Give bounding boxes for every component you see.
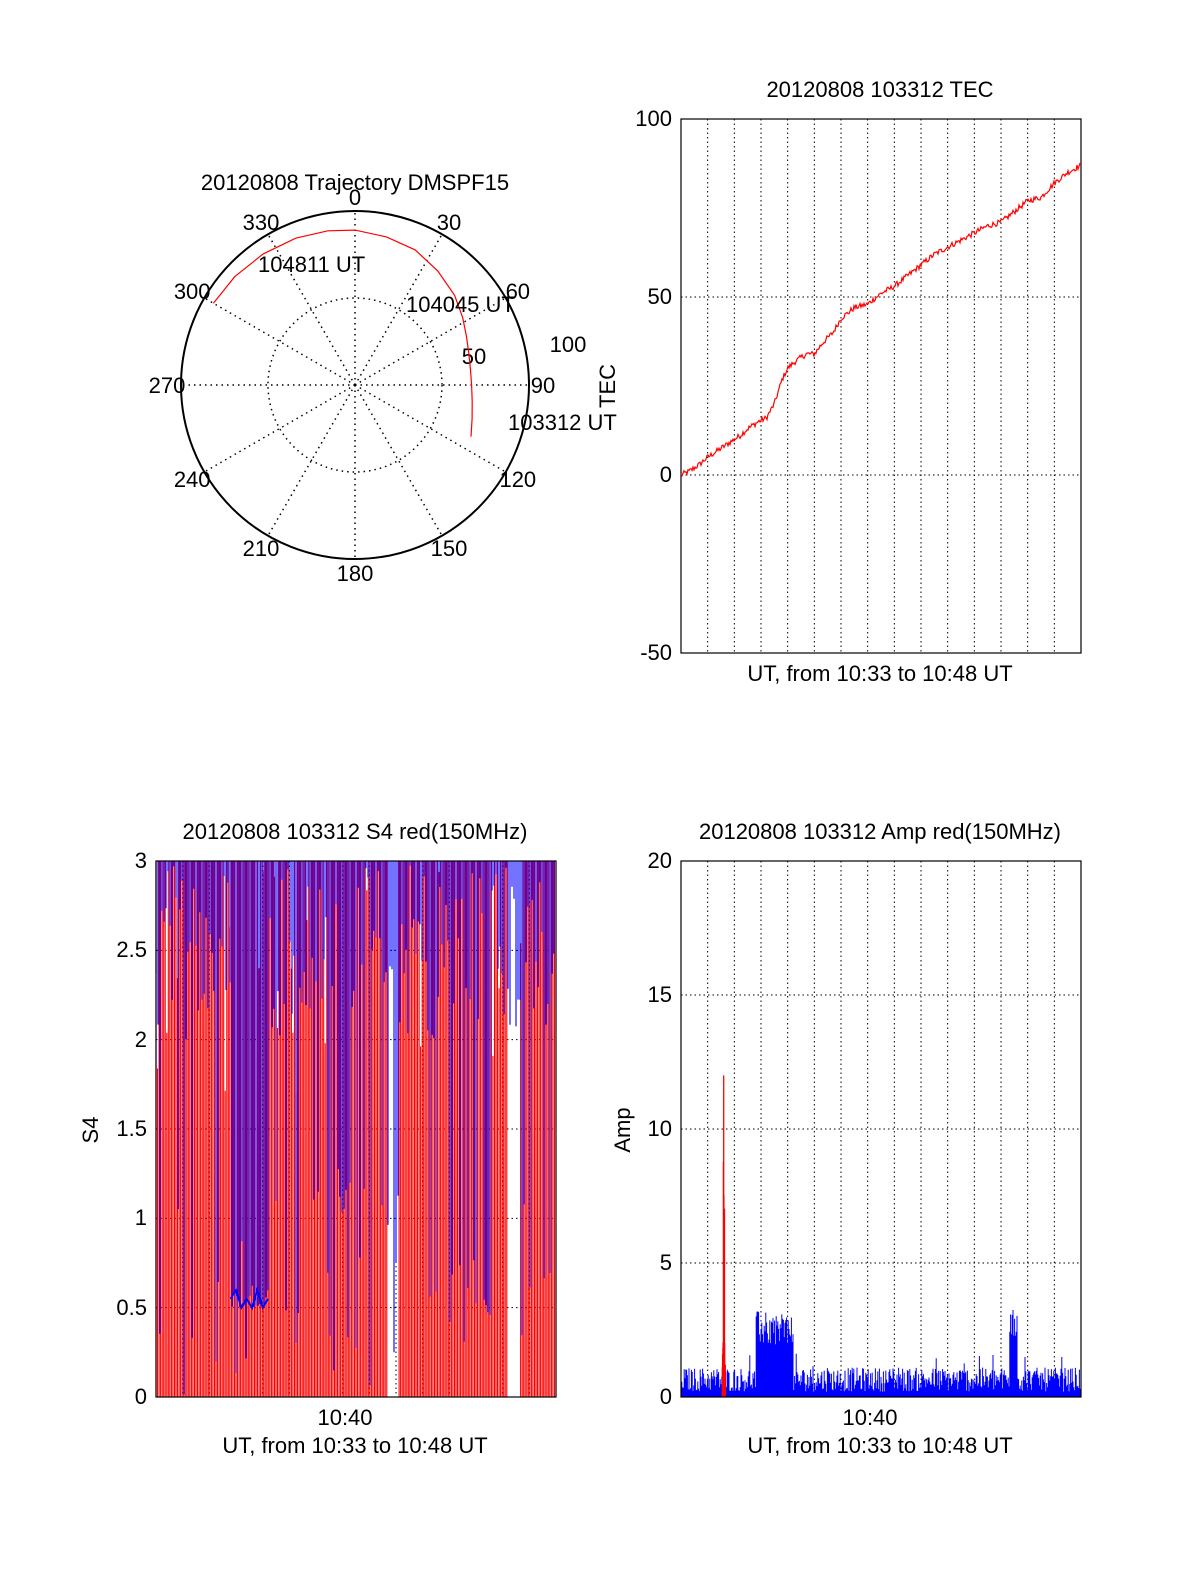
amp-ytick-20: 20 <box>648 848 672 873</box>
polar-spoke <box>203 384 356 473</box>
amp-ylabel: Amp <box>610 1107 635 1152</box>
trajectory-track <box>212 229 473 437</box>
polar-angle-tick: 120 <box>499 467 536 492</box>
s4-ytick-3: 3 <box>135 848 147 873</box>
polar-spoke <box>354 384 507 473</box>
tec-title: 20120808 103312 TEC <box>766 77 993 102</box>
s4-ylabel: S4 <box>78 1117 103 1144</box>
radial-tick-50: 50 <box>462 344 486 369</box>
polar-spoke <box>267 233 356 386</box>
amp-chart: 20120808 103312 Amp red(150MHz) 20 15 10… <box>610 819 1082 1458</box>
s4-ytick-2-5: 2.5 <box>116 937 147 962</box>
polar-angle-tick: 210 <box>243 536 280 561</box>
tec-ytick-minus50: -50 <box>640 640 672 665</box>
polar-inner-circle <box>267 297 443 473</box>
polar-angle-tick: 30 <box>437 210 461 235</box>
polar-spoke <box>267 384 356 537</box>
trajectory-label-mid: 104045 UT <box>406 292 515 317</box>
polar-angle-tick: 270 <box>149 373 186 398</box>
trajectory-label-end: 104811 UT <box>258 252 365 277</box>
amp-ytick-5: 5 <box>660 1250 672 1275</box>
s4-title: 20120808 103312 S4 red(150MHz) <box>183 819 528 844</box>
trajectory-label-start: 103312 UT <box>508 410 617 435</box>
polar-angle-ticks: 0 30 60 90 120 150 180 210 240 270 300 330 <box>149 185 556 586</box>
amp-data <box>680 1075 1081 1397</box>
trajectory-polar-plot: 20120808 Trajectory DMSPF15 0 30 60 90 120 15… <box>149 170 617 586</box>
polar-angle-tick: 90 <box>531 373 555 398</box>
tec-chart: 20120808 103312 TEC 100 50 0 -50 TEC UT,… <box>595 77 1082 686</box>
polar-spoke <box>203 297 356 386</box>
polar-angle-tick: 330 <box>243 210 280 235</box>
amp-title: 20120808 103312 Amp red(150MHz) <box>699 819 1061 844</box>
polar-angle-tick: 0 <box>349 185 361 210</box>
polar-angle-tick: 180 <box>337 561 374 586</box>
amp-frame <box>680 860 1082 1398</box>
amp-ytick-0: 0 <box>660 1384 672 1409</box>
s4-ytick-1-5: 1.5 <box>116 1116 147 1141</box>
tec-ytick-50: 50 <box>648 284 672 309</box>
polar-angle-tick: 300 <box>174 279 211 304</box>
s4-chart: 20120808 103312 S4 red(150MHz) 3 2.5 2 1… <box>78 819 557 1458</box>
polar-angle-tick: 60 <box>506 279 530 304</box>
amp-ytick-10: 10 <box>648 1116 672 1141</box>
tec-ytick-100: 100 <box>635 106 672 131</box>
tec-xlabel: UT, from 10:33 to 10:48 UT <box>747 661 1012 686</box>
polar-angle-tick: 240 <box>174 467 211 492</box>
s4-data <box>155 861 556 1397</box>
s4-frame <box>155 860 557 1398</box>
tec-frame <box>680 118 1082 654</box>
tec-grid <box>681 118 1081 654</box>
s4-ytick-0: 0 <box>135 1384 147 1409</box>
polar-spoke <box>354 297 507 386</box>
s4-xlabel: UT, from 10:33 to 10:48 UT <box>222 1433 487 1458</box>
polar-outer-circle <box>180 210 530 560</box>
s4-ytick-1: 1 <box>135 1205 147 1230</box>
polar-grid <box>180 210 530 560</box>
tec-series-line <box>680 162 1082 477</box>
amp-ytick-15: 15 <box>648 982 672 1007</box>
s4-xtick-1040: 10:40 <box>317 1405 372 1430</box>
radial-tick-100: 100 <box>550 332 587 357</box>
s4-ytick-0-5: 0.5 <box>116 1295 147 1320</box>
trajectory-title: 20120808 Trajectory DMSPF15 <box>201 170 509 195</box>
amp-red-spike <box>721 1075 726 1397</box>
s4-ytick-2: 2 <box>135 1027 147 1052</box>
amp-blue-series <box>680 1310 1081 1397</box>
tec-ytick-0: 0 <box>660 462 672 487</box>
polar-spoke <box>354 233 443 386</box>
amp-xtick-1040: 10:40 <box>842 1405 897 1430</box>
amp-xlabel: UT, from 10:33 to 10:48 UT <box>747 1433 1012 1458</box>
tec-ylabel: TEC <box>595 364 620 408</box>
polar-spoke <box>354 384 443 537</box>
amp-grid <box>681 861 1081 1397</box>
polar-angle-tick: 150 <box>431 536 468 561</box>
s4-blue-low-segment <box>229 1286 269 1311</box>
